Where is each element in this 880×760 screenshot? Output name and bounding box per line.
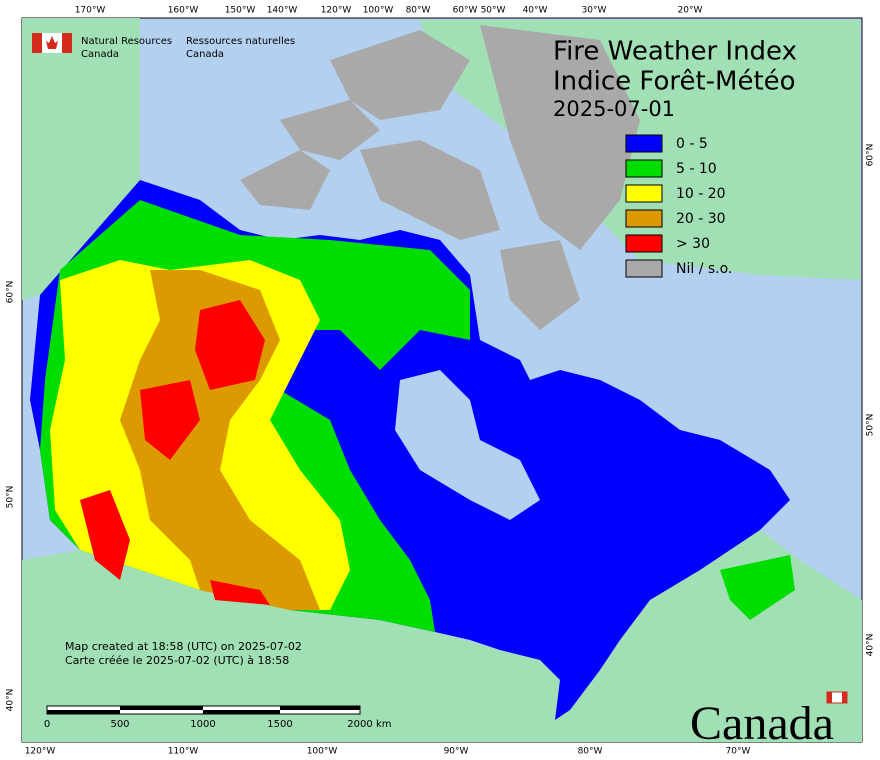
graticule-label: 30°W: [582, 6, 607, 16]
fwi-orange: [120, 270, 320, 610]
graticule-label: 40°N: [866, 634, 876, 657]
wordmark: Canada: [690, 697, 834, 750]
legend-swatch: [625, 134, 663, 153]
graticule-label: 50°N: [866, 414, 876, 437]
scale-segment: [280, 706, 360, 710]
title: Indice Forêt-Météo: [553, 67, 796, 97]
legend-swatch: [625, 184, 663, 203]
scale-segment: [120, 706, 203, 710]
legend-label: 10 - 20: [676, 186, 726, 202]
legend-swatch: [625, 234, 663, 253]
usa: [22, 530, 862, 742]
legend-swatch: [625, 159, 663, 178]
graticule-label: 120°W: [25, 747, 56, 757]
scale-label: 500: [110, 719, 129, 730]
greenland-nil: [480, 25, 640, 250]
graticule-label: 80°W: [578, 747, 603, 757]
graticule-label: 150°W: [225, 6, 256, 16]
title: Fire Weather Index: [553, 37, 797, 67]
graticule-labels: 170°W 160°W 150°W 140°W 120°W 100°W 80°W 60°W 50…: [6, 6, 876, 757]
legend-label: 5 - 10: [676, 161, 717, 177]
graticule-label: 170°W: [75, 6, 106, 16]
graticule-label: 160°W: [168, 6, 199, 16]
scale-label: 1500: [267, 719, 292, 730]
graticule-label: 60°N: [866, 144, 876, 167]
wordmark-flag-band: [842, 692, 847, 703]
agency-fr: Canada: [186, 49, 224, 60]
maple-leaf: [46, 36, 58, 49]
graticule-label: 140°W: [267, 6, 298, 16]
alaska: [22, 18, 140, 300]
arctic-islands: [240, 30, 580, 330]
date: 2025-07-01: [553, 97, 675, 121]
agency-en: Natural Resources: [81, 36, 172, 47]
graticule-label: 80°W: [406, 6, 431, 16]
scale-label: 0: [44, 719, 50, 730]
graticule-label: 110°W: [168, 747, 199, 757]
note: Map created at 18:58 (UTC) on 2025-07-02: [65, 640, 302, 653]
graticule-label: 100°W: [363, 6, 394, 16]
graticule-label: 70°W: [726, 747, 751, 757]
scale-unit: km: [376, 719, 392, 730]
legend-label: > 30: [676, 236, 710, 252]
note: Carte créée le 2025-07-02 (UTC) à 18:58: [65, 654, 289, 667]
fwi-red: [80, 300, 270, 605]
scale-segment: [203, 710, 280, 714]
scale-segment: [47, 710, 120, 714]
legend: 0 - 5 5 - 10 10 - 20 20 - 30 > 30 Nil / s.o.: [625, 134, 732, 278]
graticule-label: 100°W: [307, 747, 338, 757]
flag-band: [32, 33, 42, 53]
scale-bar: 0 500 1000 1500 2000: [44, 705, 373, 730]
legend-label: 20 - 30: [676, 211, 726, 227]
agency-fr: Ressources naturelles: [186, 36, 295, 47]
wordmark-flag-band: [827, 692, 832, 703]
flag-band: [62, 33, 72, 53]
scale-label: 2000: [347, 719, 372, 730]
graticule-label: 50°N: [6, 486, 16, 509]
graticule-label: 50°W: [481, 6, 506, 16]
scale-label: 1000: [190, 719, 215, 730]
hudson-bay: [395, 370, 540, 520]
graticule-label: 40°W: [523, 6, 548, 16]
legend-label: 0 - 5: [676, 136, 708, 152]
graticule-label: 60°N: [6, 281, 16, 304]
graticule-label: 120°W: [321, 6, 352, 16]
fwi-maritimes: [720, 555, 795, 620]
agency-en: Canada: [81, 49, 119, 60]
graticule-label: 20°W: [678, 6, 703, 16]
legend-swatch: [625, 209, 663, 228]
graticule-label: 90°W: [444, 747, 469, 757]
legend-label: Nil / s.o.: [676, 261, 732, 277]
graticule-label: 60°W: [453, 6, 478, 16]
legend-swatch: [625, 259, 663, 278]
graticule-label: 40°N: [6, 689, 16, 712]
